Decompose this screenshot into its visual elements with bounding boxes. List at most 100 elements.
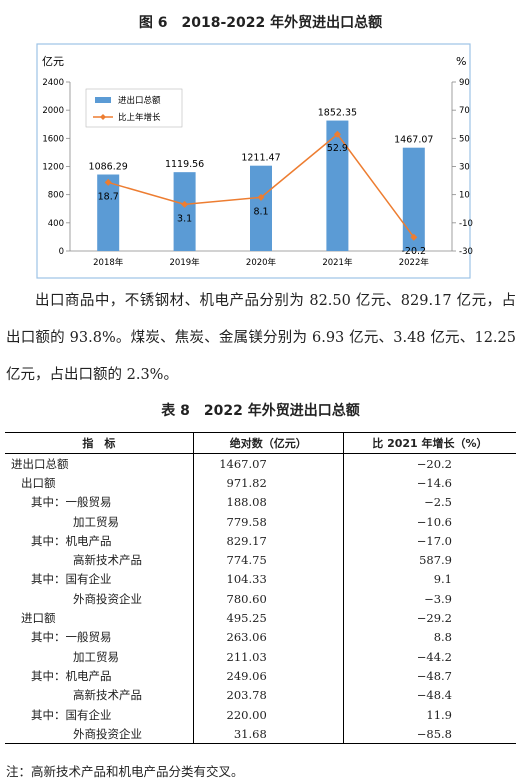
y-tick-label: 2400	[42, 78, 64, 88]
bar-value-label: 1119.56	[165, 159, 204, 170]
y2-tick-label: 30	[459, 163, 470, 173]
chart: 亿元 % 0 400 800 1200 1600 2000 2400 -30 -10 10 30 50…	[36, 43, 473, 279]
x-tick-label: 2019年	[170, 257, 201, 268]
table-cell: 211.03	[192, 646, 344, 667]
x-tick-label: 2022年	[399, 257, 430, 268]
y2-tick-label: -30	[459, 247, 473, 257]
table-cell: 1467.07	[192, 453, 344, 474]
table-cell: 进出口总额	[11, 456, 69, 471]
x-tick-label: 2018年	[93, 257, 124, 268]
table-row: 高新技术产品 203.78 −48.4	[5, 685, 516, 705]
line-marker	[410, 233, 418, 241]
table-cell: 971.82	[192, 473, 344, 493]
table-cell: 220.00	[192, 704, 344, 725]
table-cell: −17.0	[342, 531, 516, 551]
bar-value-label: 1211.47	[241, 153, 280, 164]
table-cell: −29.2	[342, 608, 516, 628]
x-tick-label: 2020年	[246, 257, 277, 268]
table-cell: 其中：机电产品	[31, 533, 112, 548]
table-cell: 其中：一般贸易	[31, 630, 112, 645]
table-row: 加工贸易 211.03 −44.2	[5, 646, 516, 667]
table-cell: 249.06	[192, 666, 344, 686]
line-marker	[181, 200, 189, 208]
table-row: 其中：国有企业 104.33 9.1	[5, 569, 516, 590]
table-cell: −20.2	[342, 453, 516, 474]
table-row: 出口额 971.82 −14.6	[5, 473, 516, 493]
table-row: 其中：机电产品 249.06 −48.7	[5, 666, 516, 686]
header-cell: 指 标	[5, 432, 194, 454]
line-marker	[333, 130, 341, 138]
line-value-label: 3.1	[177, 213, 192, 224]
bar-value-label: 1086.29	[89, 162, 128, 173]
table-row: 加工贸易 779.58 −10.6	[5, 511, 516, 532]
table-row: 外商投资企业 780.60 −3.9	[5, 589, 516, 609]
table-cell: −48.4	[342, 685, 516, 705]
line-value-label: -20.2	[402, 246, 427, 257]
table-row: 其中：机电产品 829.17 −17.0	[5, 531, 516, 551]
legend-box	[85, 88, 183, 128]
y2-tick-label: 90	[459, 78, 470, 88]
table-row: 其中：一般贸易 263.06 8.8	[5, 627, 516, 647]
y2-tick-label: 70	[459, 106, 470, 116]
bar	[173, 172, 196, 251]
table-cell: 774.75	[192, 550, 344, 570]
legend-swatch	[95, 97, 111, 103]
table-cell: 加工贸易	[73, 649, 119, 664]
table-cell: 11.9	[342, 704, 516, 725]
table-cell: 495.25	[192, 608, 344, 628]
table-cell: 出口额	[21, 475, 56, 490]
table-cell: 其中：国有企业	[31, 572, 112, 587]
table-cell: 其中：一般贸易	[31, 495, 112, 510]
header-cell: 比 2021 年增长（%）	[342, 432, 516, 454]
table-cell: 8.8	[342, 627, 516, 647]
bar	[326, 120, 349, 251]
table-cell: 829.17	[192, 531, 344, 551]
legend-marker	[100, 114, 106, 120]
line-value-label: 52.9	[327, 143, 348, 154]
legend-label: 比上年增长	[118, 112, 161, 123]
line-value-label: 18.7	[98, 191, 119, 202]
table-cell: 高新技术产品	[73, 553, 142, 568]
y-axis-label: 亿元	[42, 55, 64, 68]
legend-label: 进出口总额	[118, 95, 161, 106]
x-tick-label: 2021年	[322, 257, 353, 268]
bar-value-label: 1467.07	[394, 135, 433, 146]
table-cell: −2.5	[342, 492, 516, 512]
table-cell: 9.1	[342, 569, 516, 590]
table-cell: 203.78	[192, 685, 344, 705]
data-table: 指 标绝对数（亿元）比 2021 年增长（%） 进出口总额 1467.07 −20.…	[5, 432, 516, 745]
table-cell: 外商投资企业	[73, 591, 142, 606]
bar	[250, 165, 272, 251]
table-row: 进口额 495.25 −29.2	[5, 608, 516, 628]
table-cell: 263.06	[192, 627, 344, 647]
table-cell: 进口额	[21, 611, 56, 626]
bar-value-label: 1852.35	[318, 108, 357, 119]
table-cell: −85.8	[342, 724, 516, 744]
table-cell: 加工贸易	[73, 514, 119, 529]
table-cell: 其中：国有企业	[31, 707, 112, 722]
y2-tick-label: 10	[459, 191, 470, 201]
table-cell: 104.33	[192, 569, 344, 590]
header-cell: 绝对数（亿元）	[192, 432, 344, 454]
y2-tick-label: 50	[459, 134, 470, 144]
table-cell: 31.68	[192, 724, 344, 744]
table-cell: −48.7	[342, 666, 516, 686]
line-marker	[257, 193, 265, 201]
y-tick-label: 2000	[42, 106, 64, 116]
table-title: 表 8 2022 年外贸进出口总额	[161, 403, 360, 419]
table-cell: 高新技术产品	[73, 688, 142, 703]
table-row: 高新技术产品 774.75 587.9	[5, 550, 516, 570]
table-cell: 外商投资企业	[73, 726, 142, 741]
table-cell: −3.9	[342, 589, 516, 609]
line-marker	[104, 178, 112, 186]
table-cell: 188.08	[192, 492, 344, 512]
line-value-label: 8.1	[253, 206, 268, 217]
y-tick-label: 800	[48, 191, 64, 201]
y2-tick-label: -10	[459, 219, 473, 229]
header-row: 指 标绝对数（亿元）比 2021 年增长（%）	[5, 432, 516, 454]
note: 注：高新技术产品和机电产品分类有交叉。	[6, 764, 244, 779]
y-tick-label: 400	[48, 219, 64, 229]
table-cell: 780.60	[192, 589, 344, 609]
table-cell: −14.6	[342, 473, 516, 493]
